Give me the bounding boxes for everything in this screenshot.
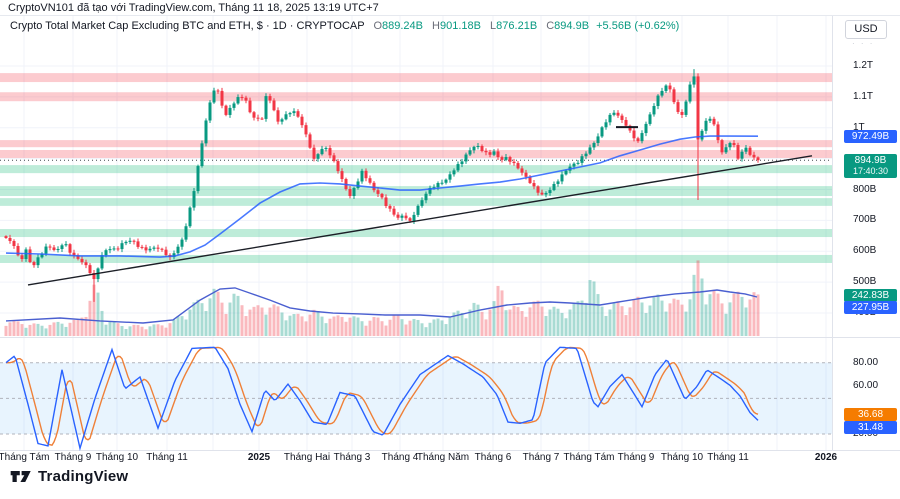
open-value: 889.24B: [382, 20, 423, 32]
low-value: 876.21B: [496, 20, 538, 32]
symbol-legend[interactable]: Crypto Total Market Cap Excluding BTC an…: [10, 20, 679, 32]
bar-countdown: 17:40:30: [852, 165, 889, 176]
high-value: 901.18B: [440, 20, 481, 32]
change-value: +5.56B (+0.62%): [596, 20, 680, 32]
last-price-value: 894.9B: [854, 154, 887, 166]
open-label: O: [373, 20, 382, 32]
ma-price-badge: 972.49B: [844, 129, 897, 143]
stoch-k-badge: 31.48: [844, 420, 897, 434]
tradingview-glyph-icon: [10, 471, 31, 482]
volume-badge: 242.83B: [844, 289, 897, 302]
tradingview-logo[interactable]: TradingView: [10, 468, 128, 485]
currency-toggle-button[interactable]: USD: [845, 20, 887, 39]
attribution-bar: CryptoVN101 đã tạo với TradingView.com, …: [8, 2, 379, 14]
last-price-badge: 894.9B 17:40:30: [844, 153, 897, 178]
close-label: C: [546, 20, 555, 32]
axis-settings-dots[interactable]: · · ·: [852, 39, 875, 48]
volume-ma-badge: 227.95B: [844, 301, 897, 314]
stoch-d-badge: 36.68: [844, 407, 897, 421]
tradingview-logo-text: TradingView: [38, 468, 129, 485]
low-label: L: [490, 20, 497, 32]
symbol-title: Crypto Total Market Cap Excluding BTC an…: [10, 20, 365, 32]
high-label: H: [432, 20, 440, 32]
close-value: 894.9B: [554, 20, 590, 32]
